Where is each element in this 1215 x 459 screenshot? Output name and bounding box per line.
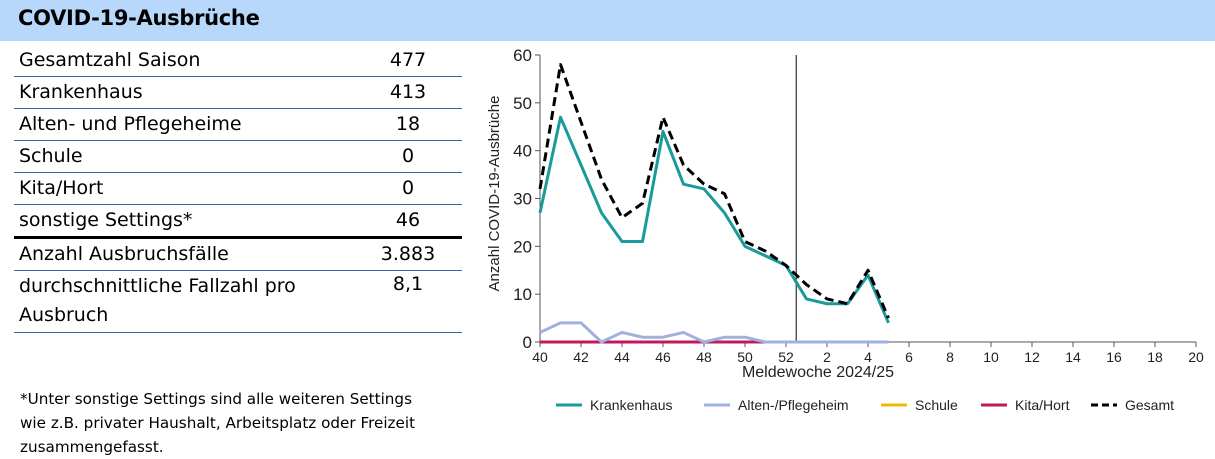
table-row: Gesamtzahl Saison 477 (14, 45, 462, 77)
legend-label: Schule (915, 397, 958, 413)
y-tick-label: 40 (513, 142, 532, 161)
table-row: Krankenhaus 413 (14, 76, 462, 109)
row-label: Anzahl Ausbruchsfälle (14, 237, 353, 271)
x-tick-label: 44 (614, 349, 630, 365)
x-tick-label: 50 (737, 349, 753, 365)
y-tick-label: 20 (513, 237, 532, 256)
row-label: sonstige Settings* (14, 204, 353, 239)
x-tick-label: 16 (1106, 349, 1122, 365)
table-row: Schule 0 (14, 140, 462, 173)
table-row: sonstige Settings* 46 (14, 204, 462, 239)
x-tick-label: 52 (778, 349, 794, 365)
row-label: durchschnittliche Fallzahl pro Ausbruch (14, 270, 353, 333)
legend-label: Krankenhaus (590, 397, 673, 413)
table-row: durchschnittliche Fallzahl pro Ausbruch 8… (14, 270, 462, 333)
row-label: Alten- und Pflegeheime (14, 108, 353, 141)
row-value: 413 (353, 76, 462, 109)
x-tick-label: 42 (573, 349, 589, 365)
series-line-krankenhaus (538, 115, 890, 324)
x-tick-label: 18 (1147, 349, 1163, 365)
x-tick-label: 12 (1024, 349, 1040, 365)
x-tick-label: 14 (1065, 349, 1081, 365)
row-value: 3.883 (353, 237, 462, 271)
x-tick-label: 48 (696, 349, 712, 365)
x-tick-label: 20 (1188, 349, 1204, 365)
row-value: 18 (353, 108, 462, 141)
stats-table: Gesamtzahl Saison 477 Krankenhaus 413 Alte… (14, 45, 462, 333)
row-label: Krankenhaus (14, 76, 353, 109)
row-value: 8,1 (353, 270, 462, 333)
row-label: Gesamtzahl Saison (14, 45, 353, 77)
x-tick-label: 6 (905, 349, 913, 365)
row-value: 0 (353, 172, 462, 205)
panel-header: COVID-19-Ausbrüche (0, 0, 1215, 41)
table-row: Kita/Hort 0 (14, 172, 462, 205)
x-tick-label: 4 (864, 349, 872, 365)
row-value: 46 (353, 204, 462, 239)
x-tick-label: 2 (823, 349, 831, 365)
row-label: Schule (14, 140, 353, 173)
series-line-alten-pflegeheim (539, 321, 889, 344)
panel-title: COVID-19-Ausbrüche (18, 6, 260, 30)
row-value: 477 (353, 45, 462, 77)
row-value: 0 (353, 140, 462, 173)
series-line-gesamt (538, 63, 890, 319)
y-tick-label: 60 (513, 46, 532, 65)
y-tick-label: 0 (523, 333, 532, 352)
y-axis-label: Anzahl COVID-19-Ausbrüche (486, 96, 503, 292)
y-tick-label: 30 (513, 190, 532, 209)
footnote: *Unter sonstige Settings sind alle weite… (20, 390, 416, 456)
y-tick-label: 10 (513, 285, 532, 304)
x-tick-label: 40 (532, 349, 548, 365)
y-tick-label: 50 (513, 94, 532, 113)
x-axis-label: Meldewoche 2024/25 (742, 364, 894, 381)
x-tick-label: 8 (946, 349, 954, 365)
legend-label: Gesamt (1125, 397, 1174, 413)
table-row: Alten- und Pflegeheime 18 (14, 108, 462, 141)
x-tick-label: 46 (655, 349, 671, 365)
row-label: Kita/Hort (14, 172, 353, 205)
x-tick-label: 10 (983, 349, 999, 365)
table-row: Anzahl Ausbruchsfälle 3.883 (14, 237, 462, 271)
legend-label: Alten-/Pflegeheim (738, 397, 849, 413)
legend-label: Kita/Hort (1015, 397, 1070, 413)
